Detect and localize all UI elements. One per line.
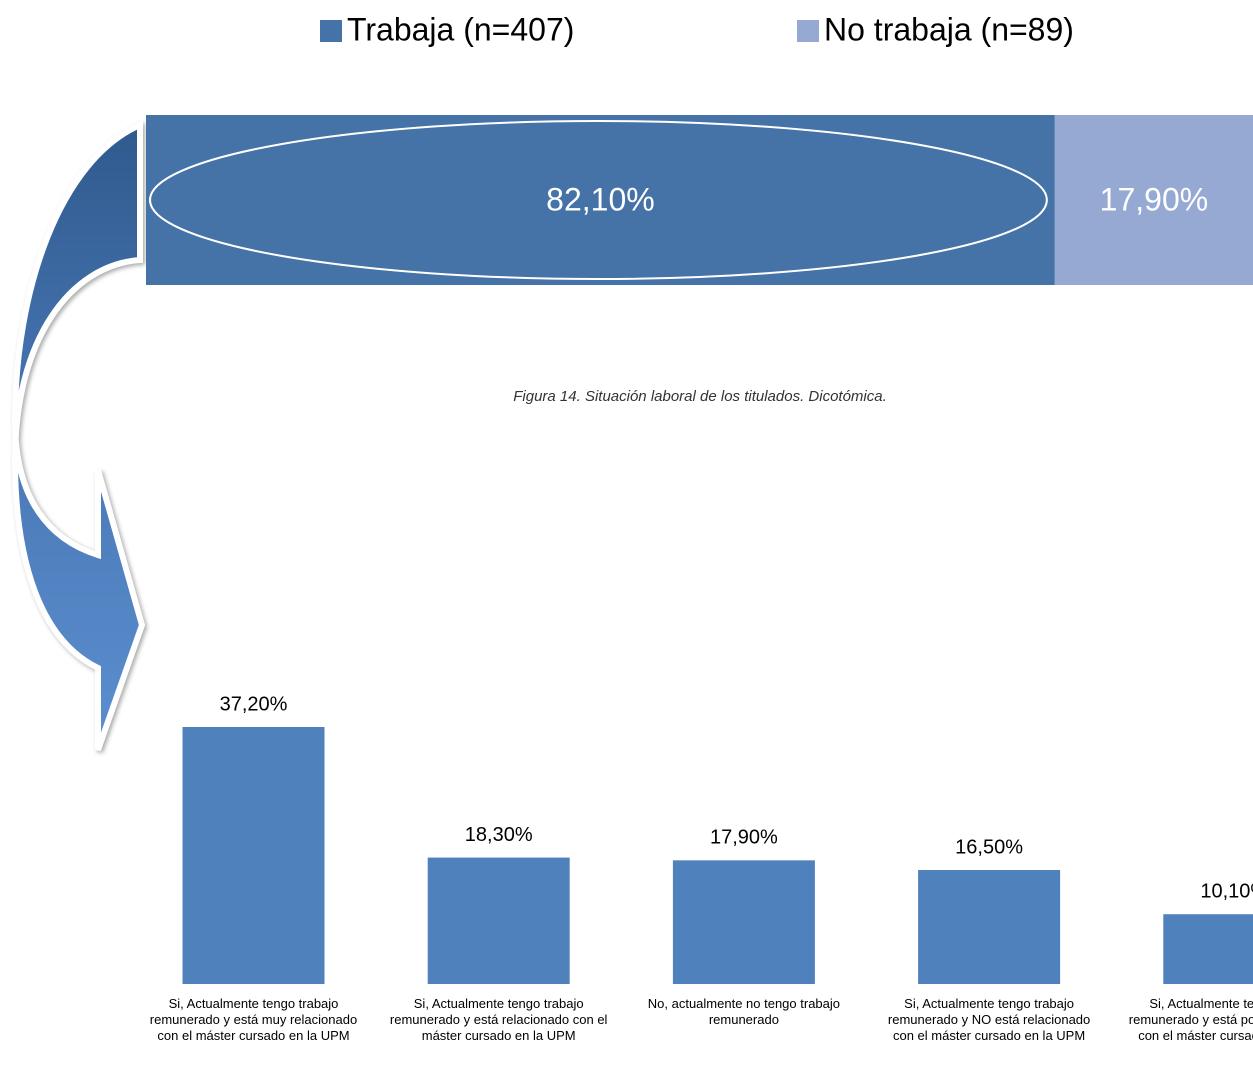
bar [672, 860, 815, 984]
x-tick-label: Si, Actualmente tengo trabajo remunerado… [149, 996, 358, 1043]
value-label: 10,10% [1200, 881, 1253, 903]
value-label: 16,50% [955, 836, 1023, 858]
arrow-decoration [11, 120, 146, 751]
legend-label: No trabaja (n=89) [824, 11, 1074, 47]
figure-caption: Figura 14. Situación laboral de los titu… [513, 388, 887, 405]
value-label: 18,30% [465, 824, 533, 846]
bar-segment [1054, 115, 1253, 285]
bar [918, 870, 1061, 984]
legend-label: Trabaja (n=407) [347, 11, 574, 47]
legend-swatch [797, 20, 819, 42]
bar [1163, 914, 1253, 984]
x-tick-label-box: Si, Actualmente tengo trabajo remunerado… [389, 996, 608, 1043]
bar-segment [146, 115, 1055, 285]
bar [427, 857, 570, 984]
x-tick-label: Si, Actualmente tengo trabajo remunerado… [1128, 996, 1253, 1043]
legend-swatch [320, 20, 342, 42]
x-tick-label-box: Si, Actualmente tengo trabajo remunerado… [1128, 996, 1253, 1043]
value-label: 37,20% [220, 693, 288, 715]
value-label: 17,90% [710, 827, 778, 849]
x-tick-label-box: Si, Actualmente tengo trabajo remunerado… [149, 996, 358, 1043]
x-tick-label-box: Si, Actualmente tengo trabajo remunerado… [887, 996, 1091, 1043]
x-tick-label-box: No, actualmente no tengo trabajo remuner… [647, 996, 841, 1027]
highlight-ellipse [149, 120, 1048, 280]
x-tick-label: Si, Actualmente tengo trabajo remunerado… [389, 996, 608, 1043]
bar [182, 727, 325, 984]
value-label: 82,10% [546, 181, 655, 217]
x-tick-label: Si, Actualmente tengo trabajo remunerado… [887, 996, 1091, 1043]
x-tick-label: No, actualmente no tengo trabajo remuner… [647, 996, 841, 1027]
value-label: 17,90% [1100, 181, 1209, 217]
